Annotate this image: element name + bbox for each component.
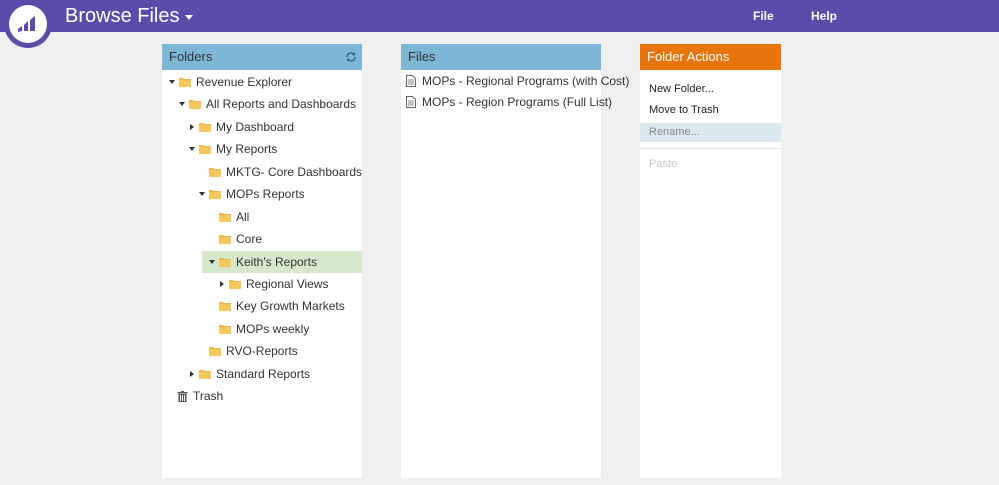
tree-item-my-reports[interactable]: My Reports <box>187 138 277 160</box>
browse-files-dropdown[interactable]: Browse Files <box>65 4 194 28</box>
tree-item-all-reports[interactable]: All Reports and Dashboards <box>177 93 356 115</box>
tree-item-keiths-reports[interactable]: Keith's Reports <box>202 251 362 273</box>
folder-icon <box>219 235 231 244</box>
tree-item-all[interactable]: All <box>207 206 249 228</box>
folder-icon <box>209 168 221 177</box>
folder-icon <box>219 325 231 334</box>
tree-item-mops-reports[interactable]: MOPs Reports <box>197 183 305 205</box>
tree-item-mops-weekly[interactable]: MOPs weekly <box>207 318 309 340</box>
paste-action[interactable]: Paste <box>649 158 678 170</box>
expand-arrow-icon[interactable] <box>187 144 197 154</box>
folder-icon <box>209 347 221 356</box>
folders-title: Folders <box>169 49 213 64</box>
folders-header: Folders <box>162 44 362 70</box>
file-item[interactable]: MOPs - Regional Programs (with Cost) <box>406 71 629 91</box>
files-header: Files <box>401 44 601 70</box>
menu-help[interactable]: Help <box>811 9 838 23</box>
collapse-arrow-icon[interactable] <box>217 279 227 289</box>
tree-item-trash[interactable]: Trash <box>177 385 223 407</box>
trash-icon <box>177 390 188 402</box>
files-title: Files <box>408 49 436 64</box>
top-bar: Browse Files File Help <box>0 0 999 32</box>
expand-arrow-icon[interactable] <box>167 77 177 87</box>
document-icon <box>406 96 416 108</box>
folder-open-icon <box>179 78 191 87</box>
folder-actions-header: Folder Actions <box>640 44 781 70</box>
menu-file[interactable]: File <box>753 9 774 23</box>
folder-actions-title: Folder Actions <box>647 49 730 64</box>
tree-item-my-dashboard[interactable]: My Dashboard <box>187 116 294 138</box>
folder-open-icon <box>219 258 231 267</box>
folder-actions-panel: Folder Actions New Folder... Move to Tra… <box>640 44 781 478</box>
expand-arrow-icon[interactable] <box>207 257 217 267</box>
collapse-arrow-icon[interactable] <box>187 122 197 132</box>
collapse-arrow-icon[interactable] <box>187 369 197 379</box>
folder-open-icon <box>209 190 221 199</box>
folder-open-icon <box>199 145 211 154</box>
folder-icon <box>219 302 231 311</box>
folder-icon <box>229 280 241 289</box>
tree-item-mktg-core-dashboards[interactable]: MKTG- Core Dashboards <box>197 161 362 183</box>
expand-arrow-icon[interactable] <box>197 189 207 199</box>
refresh-icon[interactable] <box>345 51 357 63</box>
folders-panel: Folders Revenue Explorer All Reports and… <box>162 44 362 478</box>
tree-item-key-growth-markets[interactable]: Key Growth Markets <box>207 295 345 317</box>
rename-action[interactable]: Rename... <box>640 123 781 142</box>
document-icon <box>406 75 416 87</box>
tree-item-standard-reports[interactable]: Standard Reports <box>187 363 310 385</box>
folder-icon <box>199 370 211 379</box>
folder-open-icon <box>189 100 201 109</box>
file-item[interactable]: MOPs - Region Programs (Full List) <box>406 92 612 112</box>
folder-icon <box>219 213 231 222</box>
folder-icon <box>199 123 211 132</box>
app-title: Browse Files <box>65 5 180 27</box>
marketo-logo-icon[interactable] <box>4 0 52 48</box>
tree-item-core[interactable]: Core <box>207 228 262 250</box>
tree-item-rvo-reports[interactable]: RVO-Reports <box>197 340 298 362</box>
expand-arrow-icon[interactable] <box>177 99 187 109</box>
new-folder-action[interactable]: New Folder... <box>649 83 714 95</box>
divider <box>640 148 781 149</box>
caret-down-icon <box>185 14 194 20</box>
tree-item-regional-views[interactable]: Regional Views <box>217 273 329 295</box>
move-to-trash-action[interactable]: Move to Trash <box>649 104 719 116</box>
tree-item-revenue-explorer[interactable]: Revenue Explorer <box>167 71 292 93</box>
files-panel: Files MOPs - Regional Programs (with Cos… <box>401 44 629 478</box>
